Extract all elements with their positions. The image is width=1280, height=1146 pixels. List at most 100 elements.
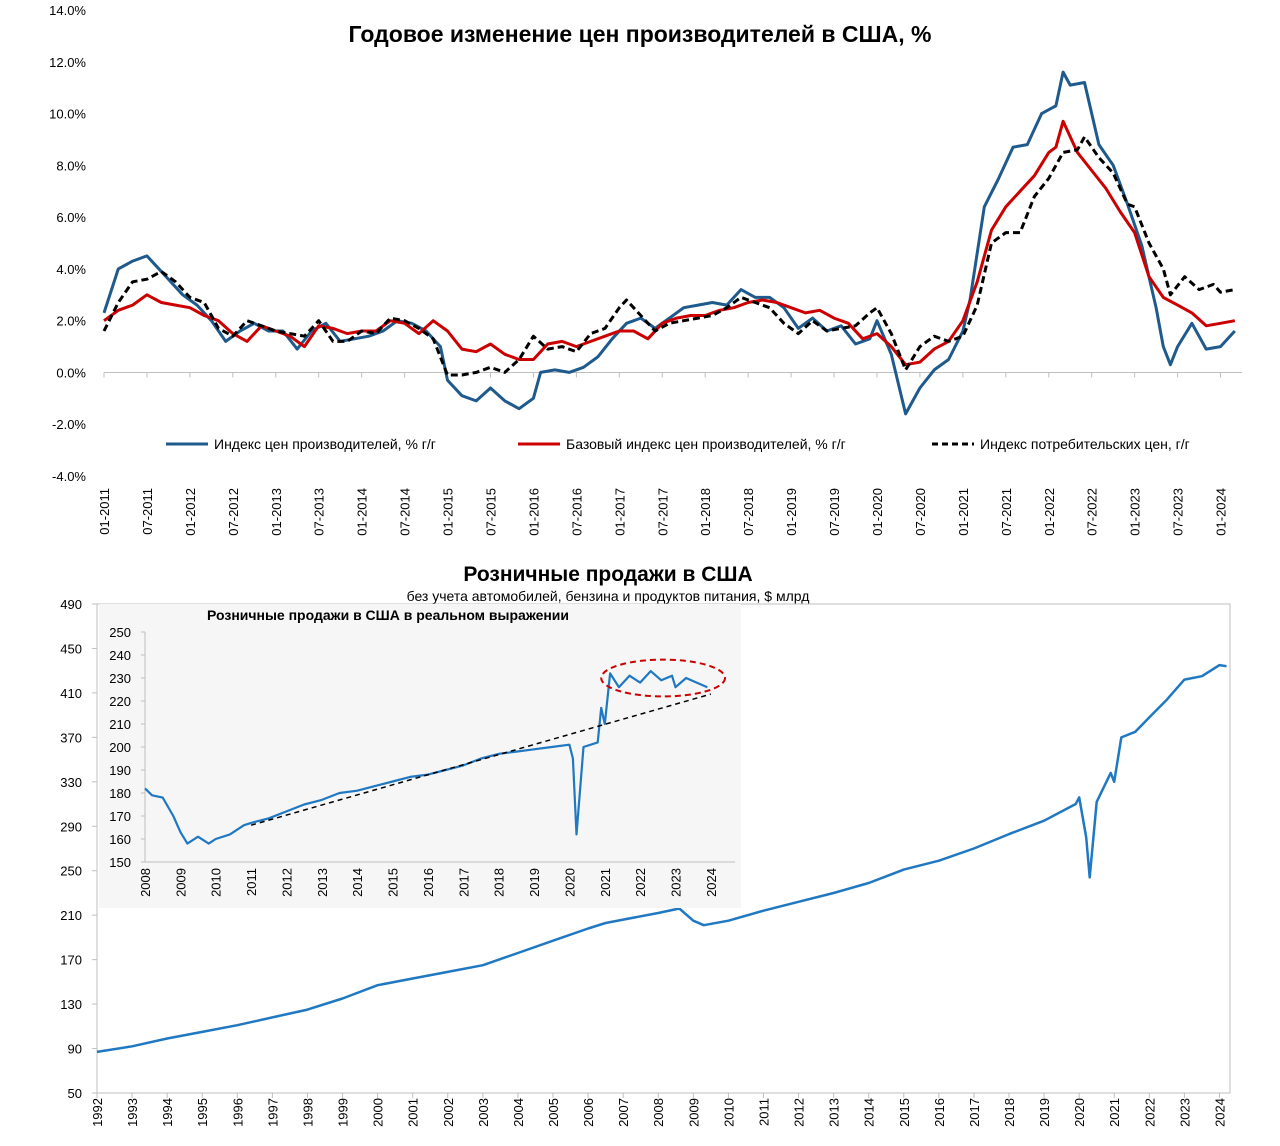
x-tick-label: 1994 [160,1098,175,1127]
x-tick-label: 2007 [616,1098,631,1127]
inset-x-tick-label: 2010 [209,868,224,897]
y-tick-label: 12.0% [49,55,86,70]
inset-x-tick-label: 2017 [456,868,471,897]
x-tick-label: 07-2020 [913,488,928,536]
ppi-chart-series [102,70,1236,416]
x-tick-label: 2013 [827,1098,842,1127]
x-tick-label: 2001 [406,1098,421,1127]
y-tick-label: 0.0% [56,365,86,380]
x-tick-label: 2002 [441,1098,456,1127]
x-tick-label: 1996 [230,1098,245,1127]
y-tick-label: 50 [68,1086,82,1101]
inset-x-tick-label: 2022 [633,868,648,897]
x-tick-label: 01-2018 [698,488,713,536]
y-tick-label: 6.0% [56,210,86,225]
x-tick-label: 2009 [686,1098,701,1127]
y-tick-label: 10.0% [49,107,86,122]
inset-x-tick-label: 2009 [173,868,188,897]
inset-y-tick-label: 170 [109,809,131,824]
x-tick-label: 07-2014 [398,488,413,536]
inset-y-tick-label: 250 [109,625,131,640]
y-tick-label: -4.0% [52,469,86,484]
retail-chart: Розничные продажи в США без учета автомо… [60,563,1231,1127]
y-tick-label: 8.0% [56,158,86,173]
x-tick-label: 1999 [336,1098,351,1127]
x-tick-label: 2022 [1142,1098,1157,1127]
x-tick-label: 2011 [756,1098,771,1126]
x-tick-label: 1997 [265,1098,280,1127]
trend-line [250,693,712,826]
inset-x-tick-label: 2018 [492,868,507,897]
real-retail-inset: Розничные продажи в США в реальном выраж… [99,604,741,908]
inset-x-tick-label: 2021 [598,868,613,897]
y-tick-label: 370 [60,730,82,745]
inset-x-tick-label: 2023 [668,868,683,897]
x-tick-label: 01-2021 [956,488,971,536]
x-tick-label: 07-2013 [312,488,327,536]
x-tick-label: 2018 [1002,1098,1017,1127]
inset-x-axis: 2008 2009 2010 2011 2012 2013 2014 2015 2016 2017… [138,868,719,897]
inset-x-tick-label: 2013 [315,868,330,897]
inset-x-tick-label: 2014 [350,868,365,897]
x-tick-label: 01-2016 [526,488,541,536]
inset-y-tick-label: 240 [109,648,131,663]
inset-y-tick-label: 150 [109,855,131,870]
x-tick-label: 07-2016 [569,488,584,536]
inset-series [144,658,726,845]
x-tick-label: 2000 [371,1098,386,1127]
y-tick-label: 4.0% [56,262,86,277]
cpi-line [102,135,1236,377]
highlight-ellipse [600,658,726,698]
inset-y-tick-label: 200 [109,740,131,755]
x-tick-label: 07-2015 [483,488,498,536]
x-tick-label: 2019 [1037,1098,1052,1127]
x-tick-label: 2015 [897,1098,912,1127]
legend-label-cpi: Индекс потребительских цен, г/г [980,436,1190,452]
y-tick-label: 170 [60,953,82,968]
x-tick-label: 01-2012 [183,488,198,536]
ppi-chart-legend: Индекс цен производителей, % г/г Базовый… [166,436,1190,452]
inset-x-tick-label: 2024 [704,868,719,897]
y-tick-label: 450 [60,641,82,656]
y-tick-label: 90 [68,1042,82,1057]
y-tick-label: 2.0% [56,314,86,329]
x-tick-label: 07-2021 [999,488,1014,536]
x-tick-label: 01-2019 [784,488,799,536]
x-tick-label: 1993 [125,1098,140,1127]
y-tick-label: 290 [60,819,82,834]
retail-x-axis: 1992 1993 1994 1995 1996 1997 1998 1999 2000 2001… [90,1093,1227,1127]
inset-x-tick-label: 2019 [527,868,542,897]
core-ppi-line [103,119,1236,367]
inset-y-tick-label: 220 [109,694,131,709]
y-tick-label: 490 [60,597,82,612]
y-tick-label: 130 [60,997,82,1012]
inset-y-tick-label: 210 [109,717,131,732]
x-tick-label: 01-2022 [1042,488,1057,536]
retail-sales-line [96,663,1227,1054]
inset-title: Розничные продажи в США в реальном выраж… [207,607,569,623]
x-tick-label: 01-2014 [355,488,370,536]
ppi-x-axis: 01-2011 07-2011 01-2012 07-2012 01-2013 07-20… [97,372,1229,536]
x-tick-label: 2020 [1072,1098,1087,1127]
x-tick-label: 01-2020 [870,488,885,536]
inset-y-axis: 250 240 230 220 210 200 190 180 170 160 150 [109,625,735,870]
x-tick-label: 1998 [300,1098,315,1127]
inset-x-tick-label: 2012 [279,868,294,897]
x-tick-label: 01-2015 [441,488,456,536]
x-tick-label: 1992 [90,1098,105,1127]
x-tick-label: 01-2023 [1128,488,1143,536]
inset-x-tick-label: 2016 [421,868,436,897]
inset-x-tick-label: 2008 [138,868,153,897]
y-tick-label: 330 [60,775,82,790]
x-tick-label: 07-2018 [741,488,756,536]
retail-chart-title: Розничные продажи в США [463,563,752,586]
inset-x-tick-label: 2015 [386,868,401,897]
x-tick-label: 2008 [651,1098,666,1127]
x-tick-label: 2021 [1107,1098,1122,1127]
y-tick-label: 410 [60,686,82,701]
x-tick-label: 07-2017 [655,488,670,536]
inset-y-tick-label: 190 [109,763,131,778]
x-tick-label: 07-2019 [827,488,842,536]
x-tick-label: 2024 [1212,1098,1227,1127]
